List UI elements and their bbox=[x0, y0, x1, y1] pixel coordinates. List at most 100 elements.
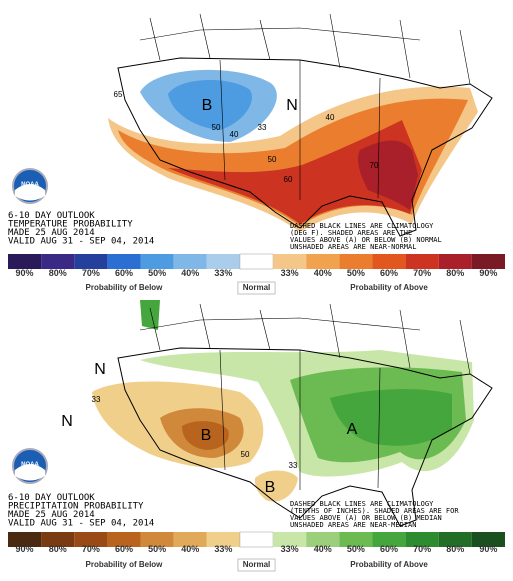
map-label: 60 bbox=[284, 175, 293, 184]
legend-normal bbox=[239, 531, 274, 548]
map-label: 33 bbox=[92, 395, 101, 404]
legend-label: 90% bbox=[479, 268, 497, 278]
legend-swatch bbox=[41, 254, 75, 269]
map-note: (DEG F). SHADED AREAS ARE THE bbox=[290, 229, 412, 237]
noaa-logo: NOAA bbox=[12, 168, 48, 204]
map-note: (TENTHS OF INCHES). SHADED AREAS ARE FOR bbox=[290, 507, 459, 515]
map-note: UNSHADED AREAS ARE NEAR-MEDIAN bbox=[290, 521, 416, 529]
legend-swatch bbox=[339, 254, 373, 269]
map-label: N bbox=[61, 413, 73, 430]
legend-label: 90% bbox=[16, 544, 34, 554]
legend-caption: Probability of Below bbox=[86, 560, 164, 569]
map-note: DASHED BLACK LINES ARE CLIMATOLOGY bbox=[290, 222, 434, 230]
legend-label: 70% bbox=[82, 268, 100, 278]
map-label: 33 bbox=[258, 123, 267, 132]
legend-swatch bbox=[8, 532, 42, 547]
wet-spot bbox=[140, 300, 160, 330]
map-label: 65 bbox=[114, 90, 123, 99]
legend-swatch bbox=[405, 254, 439, 269]
legend-label: 80% bbox=[49, 544, 67, 554]
legend-swatch bbox=[173, 532, 207, 547]
legend-label: 33% bbox=[214, 544, 232, 554]
outlook-made: MADE 25 AUG 2014 bbox=[8, 510, 95, 520]
outlook-title: 6-10 DAY OUTLOOK bbox=[8, 493, 95, 503]
map-label: 50 bbox=[241, 450, 250, 459]
outlook-made: MADE 25 AUG 2014 bbox=[8, 228, 95, 238]
map-note: DASHED BLACK LINES ARE CLIMATOLOGY bbox=[290, 500, 434, 508]
outlook-valid: VALID AUG 31 - SEP 04, 2014 bbox=[8, 519, 154, 529]
legend-label: 60% bbox=[115, 268, 133, 278]
legend-label: 70% bbox=[413, 268, 431, 278]
logo-text: NOAA bbox=[21, 462, 39, 468]
legend-swatch bbox=[173, 254, 207, 269]
legend-swatch bbox=[206, 532, 240, 547]
legend-swatch bbox=[438, 254, 472, 269]
legend-label: 50% bbox=[347, 544, 365, 554]
legend-label: 70% bbox=[82, 544, 100, 554]
above-80 bbox=[357, 140, 418, 210]
map-label: 50 bbox=[212, 123, 221, 132]
map-label: 40 bbox=[326, 113, 335, 122]
map-label: A bbox=[347, 421, 358, 438]
legend-label: 80% bbox=[49, 268, 67, 278]
legend-swatch bbox=[41, 532, 75, 547]
logo-text: NOAA bbox=[21, 182, 39, 188]
map-label: B bbox=[265, 479, 276, 496]
legend-swatch bbox=[306, 532, 340, 547]
map-note: UNSHADED AREAS ARE NEAR-NORMAL bbox=[290, 243, 416, 251]
below-70 bbox=[182, 421, 229, 450]
map-note: VALUES ABOVE (A) OR BELOW (B) NORMAL bbox=[290, 236, 442, 244]
legend-swatch bbox=[306, 254, 340, 269]
legend-label: 50% bbox=[148, 268, 166, 278]
legend-swatch bbox=[471, 254, 505, 269]
legend-label: 40% bbox=[314, 544, 332, 554]
legend-swatch bbox=[273, 254, 307, 269]
legend-caption: Normal bbox=[243, 283, 271, 292]
legend-swatch bbox=[107, 254, 141, 269]
legend-caption: Probability of Above bbox=[350, 560, 428, 569]
legend-label: 70% bbox=[413, 544, 431, 554]
map-label: N bbox=[94, 361, 106, 378]
legend-label: 60% bbox=[380, 268, 398, 278]
map-note: VALUES ABOVE (A) OR BELOW (B) MEDIAN bbox=[290, 514, 442, 522]
legend-label: 40% bbox=[181, 268, 199, 278]
legend-swatch bbox=[140, 254, 174, 269]
below-33-south bbox=[254, 470, 298, 502]
map-label: 70 bbox=[370, 161, 379, 170]
legend-label: 90% bbox=[16, 268, 34, 278]
legend-label: 80% bbox=[446, 544, 464, 554]
noaa-logo: NOAA bbox=[12, 448, 48, 484]
legend-swatch bbox=[206, 254, 240, 269]
legend-swatch bbox=[8, 254, 42, 269]
legend-label: 33% bbox=[281, 544, 299, 554]
legend-caption: Probability of Below bbox=[86, 283, 164, 292]
map-outline bbox=[117, 13, 493, 237]
legend-swatch bbox=[74, 254, 108, 269]
map-label: N bbox=[286, 97, 298, 114]
map-label: 33 bbox=[289, 461, 298, 470]
legend-caption: Probability of Above bbox=[350, 283, 428, 292]
normal-box bbox=[237, 281, 276, 295]
outlook-subtitle: PRECIPITATION PROBABILITY bbox=[8, 502, 144, 512]
map-label: B bbox=[202, 97, 213, 114]
legend-label: 60% bbox=[380, 544, 398, 554]
outlook-title: 6-10 DAY OUTLOOK bbox=[8, 211, 95, 221]
map-label: B bbox=[201, 427, 212, 444]
legend-swatch bbox=[339, 532, 373, 547]
legend-swatch bbox=[438, 532, 472, 547]
legend-label: 50% bbox=[148, 544, 166, 554]
precipitation-map bbox=[92, 300, 474, 502]
normal-box bbox=[237, 558, 276, 572]
map-label: 40 bbox=[230, 130, 239, 139]
legend-label: 33% bbox=[214, 268, 232, 278]
legend-swatch bbox=[471, 532, 505, 547]
legend-swatch bbox=[372, 532, 406, 547]
legend-caption: Normal bbox=[243, 560, 271, 569]
legend-label: 50% bbox=[347, 268, 365, 278]
outlook-valid: VALID AUG 31 - SEP 04, 2014 bbox=[8, 237, 154, 247]
above-60 bbox=[330, 389, 452, 446]
below-50 bbox=[168, 79, 252, 130]
legend-swatch bbox=[405, 532, 439, 547]
legend-label: 90% bbox=[479, 544, 497, 554]
